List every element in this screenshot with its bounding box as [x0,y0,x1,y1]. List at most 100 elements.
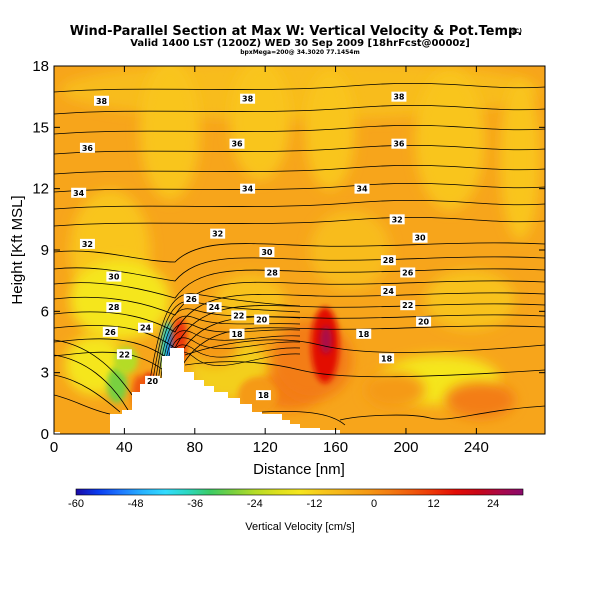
colorbar-tick-label: 12 [427,498,439,510]
velocity-cell [415,70,485,210]
isentrope-label: 18 [231,330,243,339]
isentrope-label: 34 [242,185,254,194]
chart-subtitle-small: bpxMega=200@ 34.3020 77.1454m [240,49,359,56]
isentrope-label-bg [259,247,275,258]
isentrope-label: 26 [186,295,198,304]
velocity-cell [305,70,355,190]
isentrope-label: 36 [231,140,243,149]
x-tick-label: 0 [50,439,58,456]
isentrope-label: 18 [358,330,370,339]
y-tick-label: 3 [41,365,49,382]
isentrope [54,182,545,193]
isentrope-label-bg [240,93,256,104]
isentrope-label-bg [210,228,226,239]
isentrope-label: 38 [393,93,405,102]
isentrope [54,144,545,155]
x-tick-label: 200 [393,439,418,456]
chart-title: Wind-Parallel Section at Max W: Vertical… [70,24,523,39]
isentrope [54,292,545,333]
isentrope-label-bg [79,142,95,153]
isentrope [184,339,545,356]
isentrope [54,199,545,210]
isentrope-label-bg [79,238,95,249]
y-tick-label: 9 [41,242,49,259]
isentrope-label: 32 [212,230,223,239]
x-axis: 0 40 80 120 160 200 240 [50,66,489,456]
isentrope [54,104,545,115]
isentrope-label-bg [255,390,271,401]
velocity-cell [140,66,200,200]
y-axis-label: Height [Kft MSL] [9,195,26,304]
isentrope-label: 20 [418,318,430,327]
colorbar-strip [75,488,524,496]
isentrope-label: 18 [258,391,270,400]
colorbar-ticks: -60 -48 -36 -24 -12 0 12 24 [68,498,499,510]
isentrope-label-bg [94,95,110,106]
isentrope-label: 34 [73,189,85,198]
isentrope-label: 36 [82,144,94,153]
isentrope-label-bg [183,294,199,305]
x-tick-label: 80 [186,439,203,456]
colorbar: -60 -48 -36 -24 -12 0 12 24 Vertical Velocity [… [68,488,524,533]
isentrope-label-bg [264,267,280,278]
isentrope-label-bg [106,271,122,282]
isentrope-labels: 38 38 38 36 36 36 34 34 34 32 32 32 30 30 30 28 28 26 26 28… [71,91,432,401]
isentrope [54,354,129,411]
isentrope [54,280,545,316]
isentrope-label: 32 [82,240,93,249]
vertical-velocity-field [60,66,540,418]
isentrope-label: 22 [402,301,413,310]
x-tick-label: 120 [253,439,278,456]
isentrope [54,314,545,365]
isentrope-label-bg [145,375,161,386]
x-tick-label: 40 [116,439,133,456]
colorbar-tick-label: -36 [187,498,203,510]
isentrope-label-bg [229,328,245,339]
isentrope-label-bg [229,138,245,149]
x-tick-label: 160 [323,439,348,456]
velocity-cell [445,382,515,418]
isentrope [54,216,545,227]
isentrope-label-bg [416,316,432,327]
chart-subtitle: Valid 1400 LST (1200Z) WED 30 Sep 2009 [… [130,38,470,49]
isentrope-label-bg [400,300,416,311]
colorbar-tick-label: 24 [487,498,499,510]
isentrope-label-bg [102,326,118,337]
y-tick-label: 15 [32,119,49,136]
isentrope [54,339,133,396]
isentrope-label-bg [380,285,396,296]
colorbar-tick-label: -60 [68,498,84,510]
isentrope-label: 20 [256,316,268,325]
isentrope [54,82,545,93]
y-tick-label: 18 [32,58,49,75]
isentrope [54,124,545,135]
isentrope-label-bg [356,328,372,339]
isentrope-label-bg [231,310,247,321]
velocity-cell [500,80,540,240]
x-tick-label: 240 [464,439,489,456]
isentrope [54,242,545,263]
velocity-cell [320,326,332,354]
isentrope-label: 28 [383,256,395,265]
isentrope-label: 32 [392,215,403,224]
isentrope-label: 26 [105,328,117,337]
isentrope [339,405,545,421]
isentrope-label-bg [380,255,396,266]
isentrope-label: 30 [414,234,426,243]
isentrope-label: 22 [233,311,244,320]
isentrope-label-bg [391,138,407,149]
isentrope [54,256,545,282]
isentrope-label-bg [206,302,222,313]
isentrope-label-bg [389,214,405,225]
plot-area: 38 38 38 36 36 36 34 34 34 32 32 32 30 30 30 28 28 26 26 28… [54,66,545,434]
isentrope-label: 38 [96,97,108,106]
isentrope-label-bg [138,322,154,333]
isentrope-label: 30 [261,248,273,257]
isentrope-label: 26 [402,268,414,277]
isentrope-label: 24 [209,303,221,312]
terrain-mask [110,348,340,434]
isentrope-label: 28 [267,268,279,277]
isentrope-label-bg [354,183,370,194]
isentrope [54,268,545,299]
